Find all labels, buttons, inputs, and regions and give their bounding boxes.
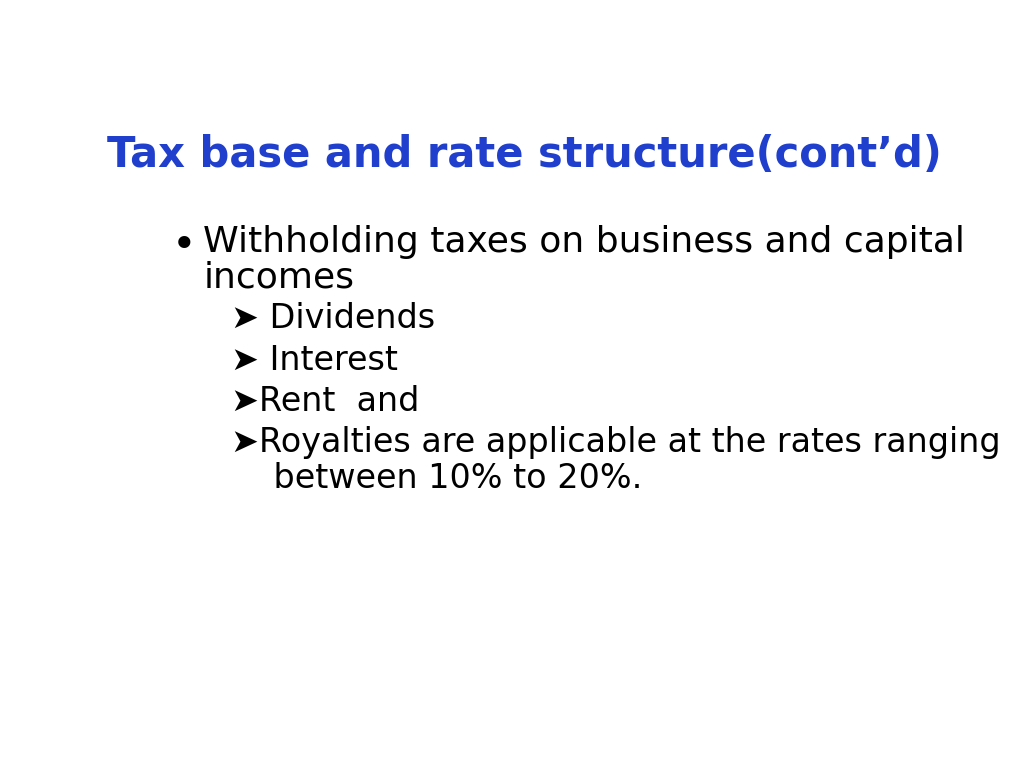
Text: Withholding taxes on business and capital: Withholding taxes on business and capita… <box>204 225 966 260</box>
Text: •: • <box>172 225 197 267</box>
Text: ➤Royalties are applicable at the rates ranging: ➤Royalties are applicable at the rates r… <box>231 426 1000 459</box>
Text: between 10% to 20%.: between 10% to 20%. <box>231 462 642 495</box>
Text: ➤ Interest: ➤ Interest <box>231 343 398 376</box>
Text: incomes: incomes <box>204 260 354 295</box>
Text: ➤ Dividends: ➤ Dividends <box>231 302 435 335</box>
Text: ➤Rent  and: ➤Rent and <box>231 385 420 418</box>
Text: Tax base and rate structure(cont’d): Tax base and rate structure(cont’d) <box>108 134 942 176</box>
